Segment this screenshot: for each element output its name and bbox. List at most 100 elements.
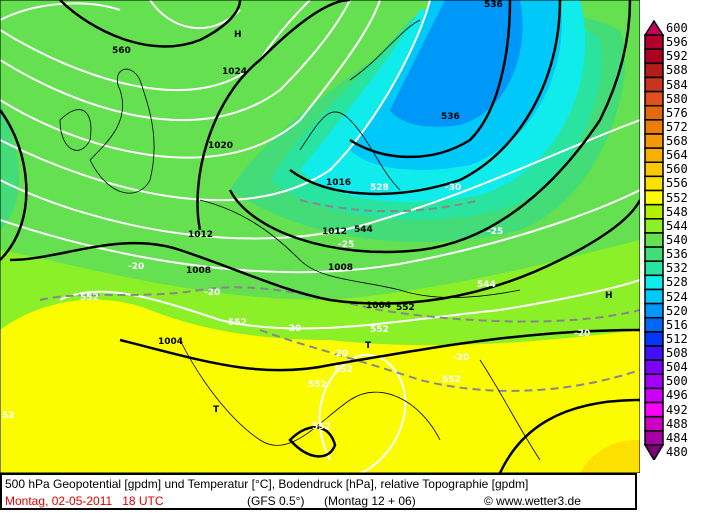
- legend-label: 532: [666, 261, 688, 276]
- legend-swatch: [644, 161, 664, 178]
- legend-label: 596: [666, 35, 688, 50]
- legend-swatch: [644, 232, 664, 248]
- legend-label: 504: [666, 360, 688, 375]
- legend-label: 516: [666, 317, 688, 332]
- legend-label: 584: [666, 77, 688, 92]
- chart-caption: 500 hPa Geopotential [gpdm] und Temperat…: [0, 473, 637, 510]
- legend-swatch: [644, 34, 664, 50]
- temperature-label: -20: [453, 353, 469, 363]
- legend-label: 492: [666, 402, 688, 417]
- legend-label: 528: [666, 275, 688, 290]
- legend-swatch: [644, 119, 664, 135]
- legend-label: 496: [666, 388, 688, 403]
- legend-label: 568: [666, 134, 688, 149]
- legend-swatch: [644, 302, 664, 319]
- legend-label: 500: [666, 374, 688, 389]
- legend-swatch: [644, 246, 664, 262]
- legend-label: 484: [666, 430, 688, 445]
- caption-copyright: © www.wetter3.de: [484, 494, 581, 508]
- legend-label: 480: [666, 445, 688, 459]
- legend-swatch: [644, 373, 664, 390]
- temperature-label: -25: [487, 227, 503, 237]
- legend-label: 512: [666, 331, 688, 346]
- legend-label: 540: [666, 233, 688, 247]
- legend-swatch: [644, 203, 664, 220]
- geopotential-label: 544: [354, 225, 373, 235]
- legend-label: 508: [666, 346, 688, 361]
- temperature-label: -25: [338, 240, 354, 250]
- geopotential-label: 536: [441, 112, 460, 122]
- legend-swatch: [644, 359, 664, 376]
- isobar-label: 1024: [222, 67, 247, 77]
- legend-swatch: [644, 331, 664, 347]
- legend-colorbar: [643, 20, 665, 460]
- geopotential-label: 552: [80, 293, 99, 303]
- legend-label: 588: [666, 63, 688, 78]
- isobar-label: 1004: [366, 301, 391, 311]
- legend-label: 536: [666, 247, 688, 262]
- geopotential-label: 552: [228, 318, 247, 328]
- isobar-label: 1008: [186, 266, 211, 276]
- pressure-isobars: [0, 0, 640, 473]
- weather-map: H H T T 1024 1020 1016 1012 1012 1008 10…: [0, 0, 640, 473]
- legend-swatch: [644, 316, 664, 333]
- legend-label: 560: [666, 162, 688, 177]
- isobar-label: 1004: [158, 337, 183, 347]
- legend-swatch: [644, 189, 664, 206]
- legend-label: 556: [666, 176, 688, 191]
- isobar-label: 1008: [328, 263, 353, 273]
- isobar-label: 1016: [326, 178, 351, 188]
- temperature-label: -20: [204, 288, 220, 298]
- temperature-label: -20: [285, 324, 301, 334]
- legend-swatch: [643, 20, 665, 36]
- low-label: T: [365, 341, 372, 351]
- geopotential-label: 544: [477, 280, 496, 290]
- geopotential-label: 536: [484, 0, 503, 10]
- map-labels: H H T T 1024 1020 1016 1012 1012 1008 10…: [158, 30, 613, 415]
- caption-run: (Montag 12 + 06): [324, 494, 416, 508]
- legend-swatch: [644, 430, 664, 446]
- caption-title: 500 hPa Geopotential [gpdm] und Temperat…: [5, 477, 529, 491]
- color-legend: 600 596 592 588 584 580 576 572 568 564 560 556 552 5…: [643, 20, 704, 460]
- isobar-label: 1012: [322, 227, 347, 237]
- legend-label: 520: [666, 303, 688, 318]
- temperature-label: -30: [445, 183, 461, 193]
- temperature-label: -20: [332, 349, 348, 359]
- geopotential-label: 552: [442, 375, 461, 385]
- temperature-contours: [39, 199, 640, 392]
- legend-swatch: [644, 274, 664, 291]
- legend-label: 564: [666, 148, 688, 163]
- legend-swatch: [644, 175, 664, 192]
- legend-swatch: [643, 444, 665, 460]
- zone-540-left: [0, 100, 19, 230]
- legend-label: 548: [666, 204, 688, 219]
- legend-swatch: [644, 345, 664, 361]
- high-label: H: [605, 291, 613, 301]
- legend-swatch: [644, 62, 664, 79]
- caption-model: (GFS 0.5°): [247, 494, 305, 508]
- legend-label: 580: [666, 91, 688, 106]
- geopotential-label: 528: [370, 183, 389, 193]
- legend-swatch: [644, 76, 664, 93]
- legend-swatch: [644, 133, 664, 149]
- geopotential-label: 552: [334, 365, 353, 375]
- low-label: T: [213, 405, 220, 415]
- zone-556: [580, 440, 640, 473]
- isobar-label: 1020: [208, 141, 233, 151]
- high-label: H: [234, 30, 242, 40]
- geopotential-label: 552: [312, 422, 331, 432]
- legend-label: 488: [666, 416, 688, 431]
- geopotential-label: 552: [308, 380, 327, 390]
- legend-label: 592: [666, 49, 688, 64]
- legend-label: 576: [666, 105, 688, 120]
- zone-520: [390, 0, 523, 127]
- geopotential-label: 552: [370, 325, 389, 335]
- geopotential-labels: 560 536 536 528 544 544 552 552 552 552 …: [2, 0, 503, 432]
- legend-swatch: [644, 147, 664, 164]
- legend-swatch: [644, 415, 664, 432]
- legend-label: 572: [666, 119, 688, 134]
- geopotential-label: 52: [2, 411, 15, 421]
- legend-swatch: [644, 260, 664, 277]
- legend-swatch: [644, 90, 664, 107]
